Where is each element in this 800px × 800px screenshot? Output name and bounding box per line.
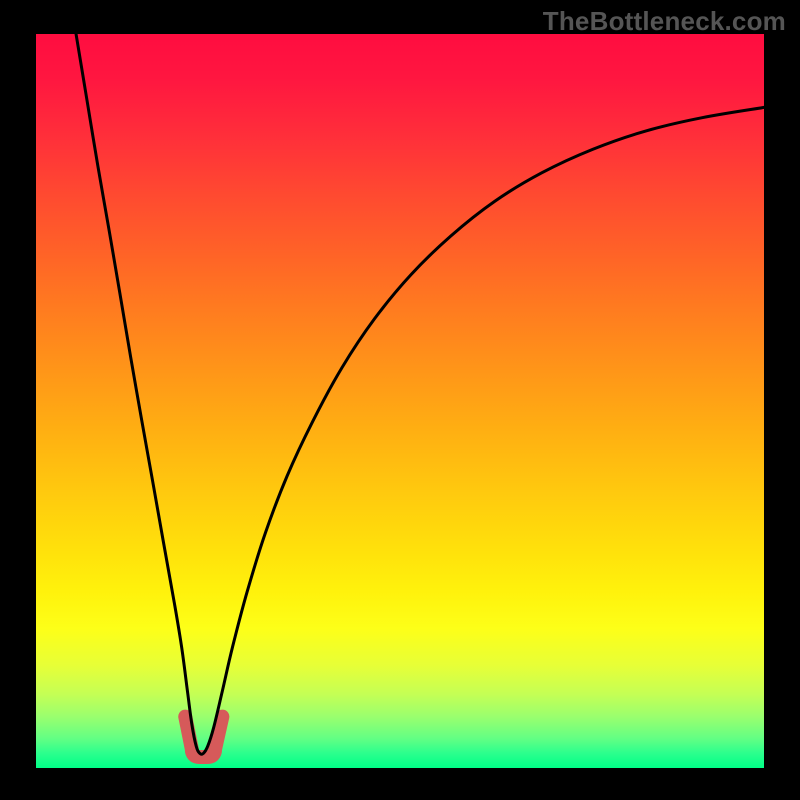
watermark-text: TheBottleneck.com [543, 6, 786, 37]
curve-overlay [0, 0, 800, 800]
chart-stage: TheBottleneck.com [0, 0, 800, 800]
bottleneck-curve-line [76, 34, 764, 754]
